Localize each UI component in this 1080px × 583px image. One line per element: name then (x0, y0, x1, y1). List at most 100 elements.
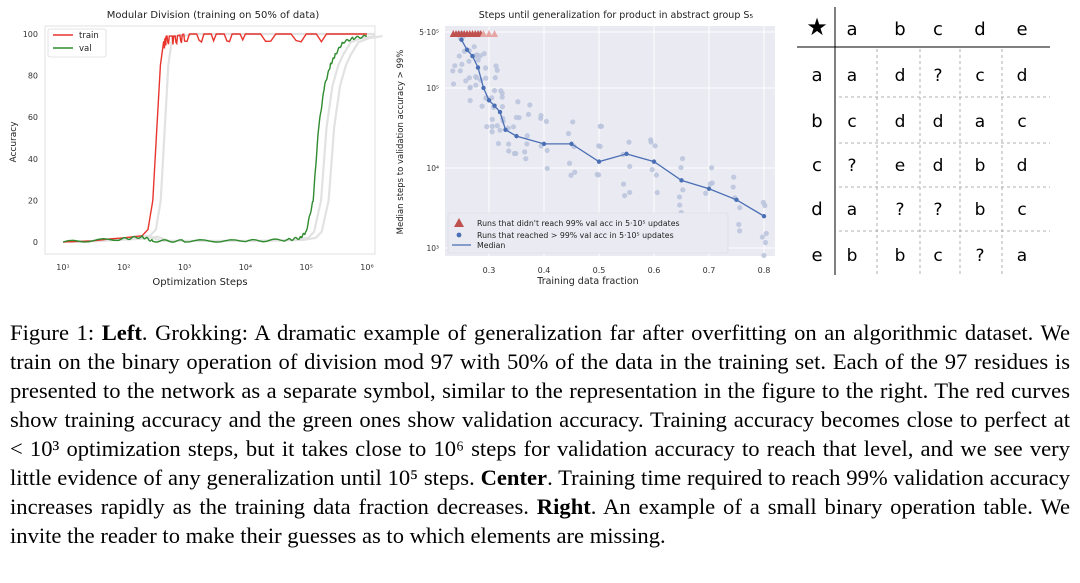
star-icon: ★ (806, 13, 828, 41)
scatter-point (525, 111, 532, 118)
center-y-tick-label: 10⁵ (426, 84, 439, 93)
left-chart: Modular Division (training on 50% of dat… (9, 10, 383, 288)
median-point (464, 47, 470, 52)
table-cell: a (1017, 246, 1027, 266)
left-y-tick-label: 60 (28, 113, 38, 122)
scatter-point (522, 149, 528, 155)
scatter-point (737, 228, 743, 234)
left-x-tick-label: 10⁴ (239, 263, 252, 272)
scatter-point (620, 181, 627, 187)
center-x-tick-label: 0.3 (483, 266, 496, 275)
median-point (514, 133, 519, 139)
legend-val-label: val (79, 44, 92, 54)
scatter-point (524, 141, 530, 147)
median-point (651, 159, 657, 164)
center-x-axis-label: Training data fraction (536, 276, 638, 287)
left-y-tick-label: 40 (28, 155, 38, 164)
left-legend: train val (47, 28, 107, 58)
legend-median-label: Median (477, 241, 505, 250)
center-legend: Runs that didn't reach 99% val acc in 5·… (447, 212, 729, 254)
median-point (761, 213, 767, 219)
series-line-train (62, 33, 367, 243)
scatter-point (513, 150, 519, 157)
scatter-point (466, 58, 472, 64)
table-cell: e (895, 156, 905, 176)
scatter-point (679, 155, 686, 162)
scatter-point (484, 124, 490, 130)
scatter-point (467, 84, 473, 91)
caption-right-head: Right (536, 494, 591, 519)
center-chart: Steps until generalization for product i… (396, 10, 775, 287)
scatter-point (544, 147, 550, 154)
scatter-point (475, 57, 481, 63)
scatter-point (703, 190, 709, 196)
scatter-point (499, 104, 506, 110)
table-cell: d (895, 112, 906, 132)
scatter-point (515, 99, 521, 105)
scatter-point (466, 75, 472, 81)
scatter-point (452, 63, 458, 69)
series-line-val (62, 34, 368, 243)
scatter-point (499, 94, 505, 100)
scatter-point (491, 87, 498, 94)
legend-reached-label: Runs that reached > 99% val acc in 5·10⁵… (477, 231, 674, 240)
scatter-point (494, 67, 500, 73)
caption-right-text: . An example of a small binary operation… (10, 494, 1070, 548)
scatter-point (680, 187, 686, 193)
table-column-header: e (1016, 19, 1027, 40)
scatter-point (474, 75, 480, 81)
scatter-point (473, 82, 479, 88)
median-point (492, 103, 497, 108)
table-column-header: c (933, 19, 943, 40)
scatter-point (597, 143, 603, 150)
scatter-point (730, 184, 736, 190)
scatter-point (463, 78, 469, 84)
median-point (503, 127, 508, 132)
scatter-point (736, 221, 742, 228)
scatter-point (479, 103, 485, 109)
caption-left-text: . Grokking: A dramatic example of genera… (10, 320, 1070, 490)
median-point (470, 53, 475, 59)
table-column-header: b (894, 19, 905, 40)
left-y-tick-label: 0 (33, 238, 38, 247)
table-cell: ? (975, 246, 984, 266)
scatter-point (510, 124, 517, 130)
legend-triangle-icon (454, 218, 464, 227)
caption-left-head: Left (101, 320, 142, 345)
scatter-point (737, 204, 743, 211)
center-x-tick-label: 0.4 (538, 266, 551, 275)
scatter-point (489, 123, 495, 129)
scatter-point (459, 61, 465, 67)
scatter-point (760, 199, 766, 205)
median-point (596, 159, 602, 164)
center-x-ticks: 0.3 0.4 0.5 0.6 0.7 0.8 (483, 266, 771, 275)
scatter-point (492, 75, 498, 81)
scatter-point (761, 252, 767, 259)
caption-center-text: . Training time required to reach 99% va… (10, 465, 1070, 519)
scatter-point (527, 102, 533, 108)
operation-table: ★ a b c d e a a d? c d b c d d a c c? e d b d d a?? b c e b b c? a (797, 7, 1050, 275)
scatter-point (506, 148, 512, 154)
table-cell: c (975, 66, 984, 86)
scatter-point (471, 44, 477, 50)
caption-fig-label: Figure 1: (10, 320, 102, 345)
table-cell: ? (933, 200, 942, 220)
table-row-header: e (811, 245, 822, 266)
center-not-reached-markers (449, 30, 498, 37)
left-x-tick-label: 10² (117, 263, 130, 272)
median-point (459, 37, 464, 42)
figure-caption: Figure 1: Left. Grokking: A dramatic exa… (10, 318, 1070, 550)
scatter-point (565, 130, 572, 137)
scatter-point (543, 118, 549, 124)
table-cell: ? (933, 66, 942, 86)
legend-train-label: train (79, 31, 99, 41)
table-cell: c (847, 112, 856, 132)
center-y-axis-label: Median steps to validation accuracy > 99… (396, 50, 406, 235)
table-row-header: b (811, 111, 822, 132)
scatter-point (627, 189, 633, 196)
center-median-line (459, 37, 767, 219)
scatter-point (497, 127, 503, 133)
scatter-point (598, 123, 605, 129)
scatter-point (456, 53, 462, 59)
scatter-point (652, 143, 658, 149)
